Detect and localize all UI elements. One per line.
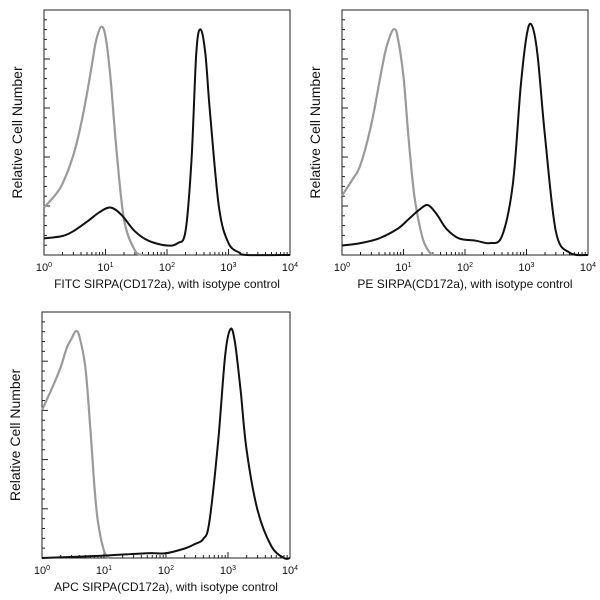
x-tick-label: 101 bbox=[395, 262, 411, 274]
x-tick-label: 101 bbox=[96, 565, 112, 577]
stained-histogram bbox=[43, 28, 291, 257]
y-axis-label: Relative Cell Number bbox=[307, 66, 323, 199]
plot-frame bbox=[41, 311, 291, 559]
x-tick-label: 103 bbox=[220, 565, 236, 577]
plot-frame bbox=[43, 9, 291, 256]
histogram-panel-3: 100 101 102 103 104 APC SIRPA(CD172a), with i… bbox=[7, 311, 298, 594]
x-tick-label: 100 bbox=[34, 565, 50, 577]
x-tick-label: 102 bbox=[159, 262, 175, 274]
stained-histogram bbox=[341, 22, 589, 257]
isotype-histogram bbox=[43, 25, 144, 257]
x-tick-label: 100 bbox=[334, 262, 350, 274]
x-axis-label: APC SIRPA(CD172a), with isotype control bbox=[54, 580, 278, 594]
x-tick-label: 104 bbox=[580, 262, 596, 274]
x-axis-label: FITC SIRPA(CD172a), with isotype control bbox=[54, 277, 280, 291]
plot-frame bbox=[341, 9, 589, 256]
x-axis-label: PE SIRPA(CD172a), with isotype control bbox=[357, 277, 572, 291]
x-tick-label: 104 bbox=[282, 565, 298, 577]
y-axis-label: Relative Cell Number bbox=[9, 66, 25, 199]
x-tick-label: 103 bbox=[220, 262, 236, 274]
x-tick-label: 101 bbox=[97, 262, 113, 274]
x-tick-label: 104 bbox=[282, 262, 298, 274]
y-axis-label: Relative Cell Number bbox=[7, 369, 23, 502]
x-tick-label: 103 bbox=[518, 262, 534, 274]
histogram-panel-2: 100 101 102 103 104 PE SIRPA(CD172a), with is… bbox=[307, 9, 596, 291]
isotype-histogram bbox=[341, 28, 434, 256]
x-tick-label: 102 bbox=[158, 565, 174, 577]
isotype-histogram bbox=[40, 329, 110, 559]
stained-histogram bbox=[41, 327, 291, 560]
x-tick-label: 102 bbox=[457, 262, 473, 274]
x-tick-label: 100 bbox=[36, 262, 52, 274]
